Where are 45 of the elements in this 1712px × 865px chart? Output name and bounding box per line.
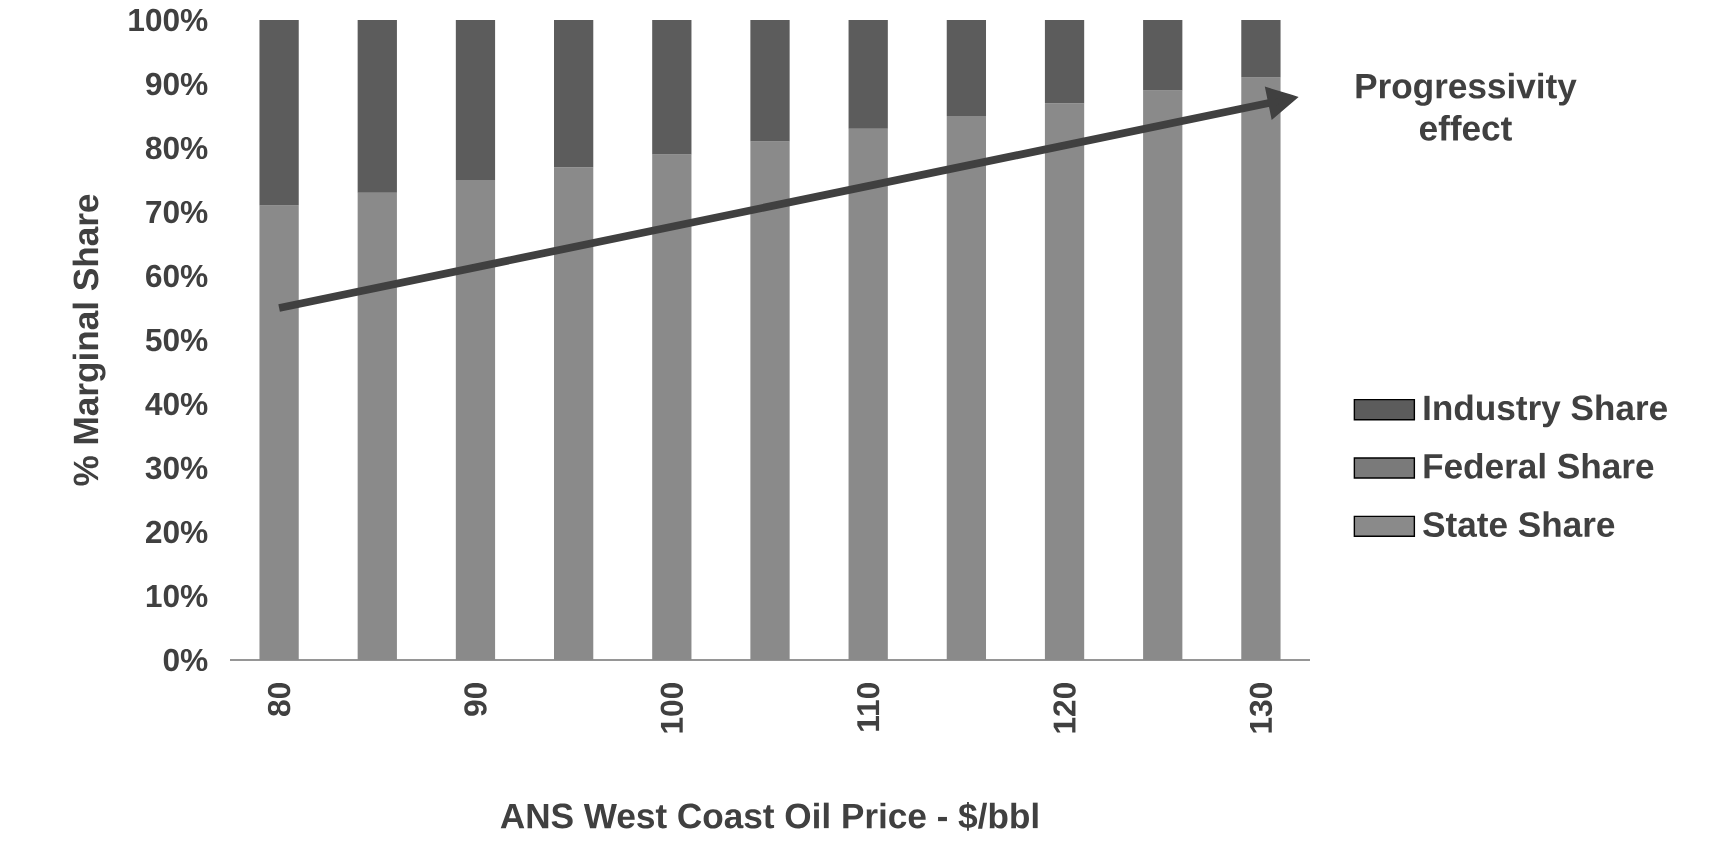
bar (1044, 103, 1085, 660)
x-tick-label: 100 (660, 683, 684, 733)
y-tick-label: 40% (145, 392, 208, 416)
bar (652, 20, 692, 155)
bar (1241, 20, 1281, 78)
bar (554, 167, 594, 660)
y-tick-label: 70% (146, 200, 208, 224)
bar (1044, 20, 1085, 104)
y-axis-title: % Marginal Share (72, 194, 106, 486)
x-tick-label: 80 (267, 683, 291, 716)
bar (848, 128, 888, 660)
bar (750, 141, 790, 660)
bar (1241, 77, 1281, 660)
legend-label: State Share (1423, 511, 1615, 538)
y-tick-label: 50% (145, 328, 208, 352)
y-tick-label: 0% (163, 648, 208, 672)
bar (946, 20, 987, 116)
y-tick-label: 60% (146, 264, 208, 288)
y-tick-label: 90% (146, 72, 208, 96)
x-tick-label: 110 (856, 683, 880, 731)
y-tick-label: 100% (129, 8, 208, 32)
bar (1143, 90, 1183, 660)
x-tick-label: 130 (1249, 683, 1273, 733)
bar (259, 20, 299, 206)
y-tick-label: 10% (146, 584, 208, 608)
text: Progressivity effect (1356, 72, 1577, 141)
x-tick-label: 90 (464, 683, 487, 716)
bar (946, 116, 987, 660)
legend-label: Industry Share (1424, 394, 1667, 428)
x-axis-title: ANS West Coast Oil Price - $/bbl (500, 802, 1038, 831)
x-tick-label: 120 (1053, 683, 1076, 733)
y-tick-label: 20% (146, 520, 208, 544)
bar (848, 20, 888, 129)
bar (455, 180, 496, 660)
bar (652, 154, 692, 660)
bar (259, 205, 299, 660)
bar (554, 20, 594, 168)
bar (750, 20, 790, 142)
legend-label: Federal Share (1424, 452, 1654, 479)
bar (357, 192, 397, 660)
bar (1143, 20, 1183, 91)
y-tick-label: 80% (145, 136, 208, 160)
bar (455, 20, 496, 180)
bar (357, 20, 397, 193)
y-tick-label: 30% (145, 456, 208, 480)
